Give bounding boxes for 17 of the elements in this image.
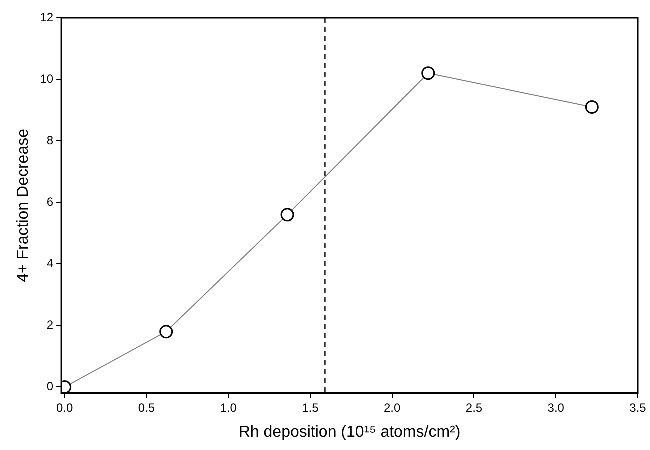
- y-tick-label: 2: [46, 318, 54, 332]
- x-tick-label: 3.5: [630, 400, 647, 415]
- x-axis-title: Rh deposition (10¹⁵ atoms/cm²): [238, 424, 461, 441]
- x-tick-label: 1.5: [302, 400, 320, 415]
- x-tick-label: 3.0: [548, 400, 565, 415]
- x-tick-label: 0.5: [138, 400, 156, 415]
- y-tick-label: 10: [40, 72, 54, 86]
- y-tick-label: 4: [46, 256, 54, 270]
- y-tick-label: 6: [46, 194, 54, 209]
- x-tick-label: 0.0: [56, 400, 74, 415]
- y-tick-label: 0: [46, 380, 54, 394]
- y-axis-title: 4+ Fraction Decrease: [15, 128, 32, 282]
- x-tick-label: 2.0: [384, 400, 402, 415]
- y-tick-label: 8: [46, 133, 54, 148]
- y-tick-label: 12: [40, 10, 54, 24]
- x-tick-label: 1.0: [220, 400, 238, 415]
- x-tick-label: 2.5: [466, 400, 483, 415]
